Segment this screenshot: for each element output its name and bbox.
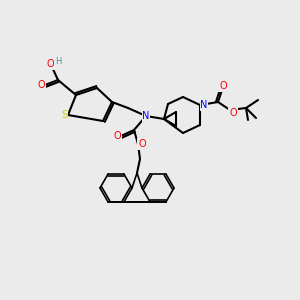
Text: N: N	[142, 111, 150, 121]
Text: O: O	[37, 80, 45, 90]
Text: O: O	[46, 59, 54, 69]
Text: O: O	[113, 131, 121, 141]
Text: H: H	[55, 56, 61, 65]
Text: S: S	[61, 110, 67, 120]
Text: O: O	[138, 139, 146, 149]
Text: O: O	[229, 108, 237, 118]
Text: O: O	[219, 81, 227, 91]
Text: N: N	[200, 100, 208, 110]
